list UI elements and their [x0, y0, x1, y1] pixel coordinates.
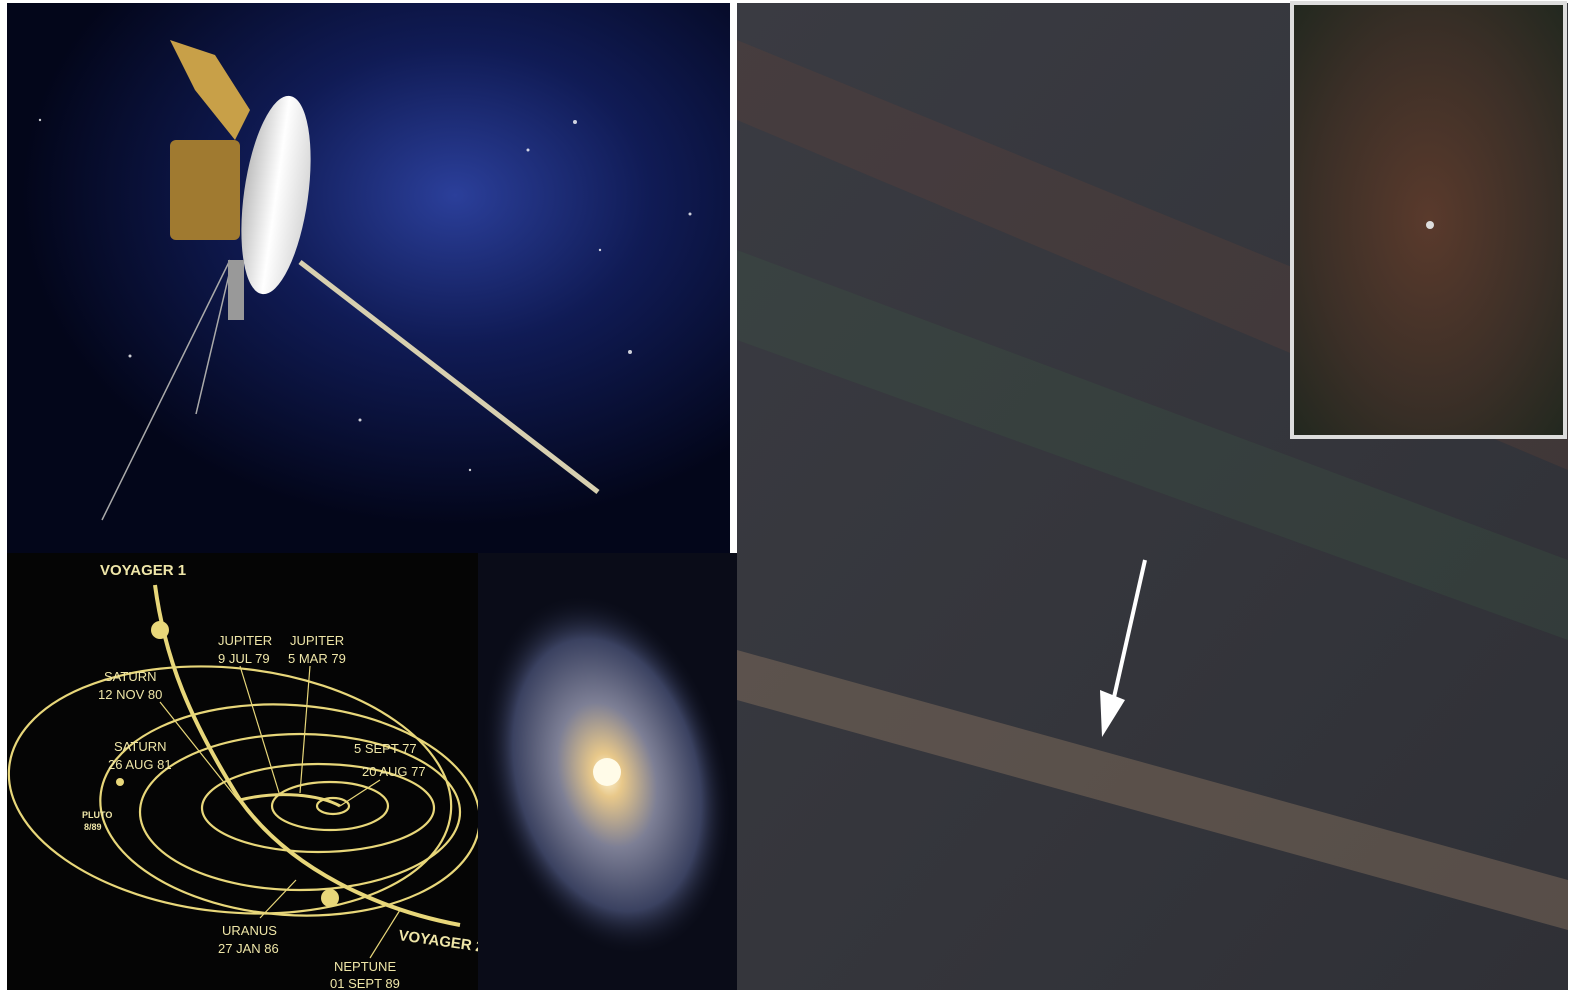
diagram-label: 20 AUG 77	[362, 764, 426, 779]
diagram-label: 5 MAR 79	[288, 651, 346, 666]
diagram-label: 27 JAN 86	[218, 941, 279, 956]
diagram-label: JUPITER	[290, 633, 344, 648]
spacecraft-panel	[7, 3, 730, 553]
pale-blue-dot-panel	[737, 3, 1568, 990]
diagram-label: 9 JUL 79	[218, 651, 270, 666]
collage: VOYAGER 1 JUPITER 9 JUL 79 JUPITER 5 MAR…	[0, 0, 1595, 1006]
diagram-label: PLUTO	[82, 810, 112, 820]
diagram-label: URANUS	[222, 923, 277, 938]
diagram-label: NEPTUNE	[334, 959, 396, 974]
diagram-label: 8/89	[84, 822, 102, 832]
diagram-label: 5 SEPT 77	[354, 741, 417, 756]
diagram-label: SATURN	[114, 739, 166, 754]
galaxy-panel	[443, 553, 771, 990]
diagram-label: SATURN	[104, 669, 156, 684]
page: VOYAGER 1 JUPITER 9 JUL 79 JUPITER 5 MAR…	[0, 0, 1595, 1006]
diagram-label: 01 SEPT 89	[330, 976, 400, 991]
diagram-label: JUPITER	[218, 633, 272, 648]
diagram-label: 12 NOV 80	[98, 687, 162, 702]
diagram-label: 26 AUG 81	[108, 757, 172, 772]
diagram-label: VOYAGER 1	[100, 562, 186, 579]
trajectory-diagram: VOYAGER 1 JUPITER 9 JUL 79 JUPITER 5 MAR…	[0, 553, 487, 991]
